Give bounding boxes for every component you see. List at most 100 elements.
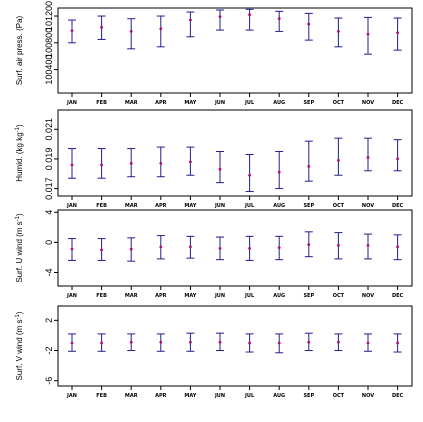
- mean-point: [100, 341, 103, 345]
- error-bar: [186, 235, 195, 259]
- x-tick-label: AUG: [273, 203, 285, 209]
- mean-point: [396, 341, 399, 345]
- error-bar: [275, 235, 284, 261]
- error-bar: [393, 234, 402, 261]
- x-tick-label: MAY: [184, 203, 196, 209]
- panel-3: -4 0 4 Surf. U wind (m s-1) JAN FEB MAR APR MAY J…: [15, 209, 413, 299]
- x-tick-label: JAN: [66, 293, 77, 299]
- plot-frame: [57, 209, 413, 287]
- y-axis-label: Surf. V wind (m s-1): [15, 311, 24, 380]
- error-bar: [393, 139, 402, 172]
- mean-point: [307, 164, 311, 168]
- error-bar: [186, 11, 195, 38]
- x-tick-label: DEC: [392, 203, 404, 209]
- x-tick-label: MAY: [184, 393, 196, 399]
- error-bar: [216, 332, 224, 352]
- x-tick-label: JUN: [214, 393, 225, 399]
- x-tick-label: AUG: [273, 293, 285, 299]
- mean-point: [337, 159, 340, 162]
- x-tick-label: AUG: [273, 100, 285, 106]
- error-bar: [364, 137, 372, 172]
- x-tick-label: NOV: [362, 100, 374, 106]
- error-bar: [186, 146, 195, 176]
- mean-point: [129, 247, 133, 251]
- mean-point: [277, 341, 281, 345]
- mean-point: [248, 13, 252, 17]
- mean-point: [189, 245, 192, 249]
- y-axis-label-part: ): [15, 311, 24, 314]
- x-tick-label: MAY: [184, 293, 196, 299]
- x-tick-label: MAR: [125, 100, 138, 106]
- x-tick-label: JUN: [214, 203, 225, 209]
- error-bar: [334, 232, 343, 260]
- mean-point: [159, 245, 163, 249]
- plot-frame: [57, 109, 413, 197]
- x-tick-label: APR: [155, 100, 167, 106]
- y-axis-label: Humid. (kg kg-1): [15, 124, 24, 182]
- x-tick-label: FEB: [96, 203, 107, 209]
- error-bar: [127, 18, 136, 50]
- y-tick-label: 0: [44, 240, 54, 245]
- error-bar: [304, 12, 313, 41]
- panel-4: -6 -2 2 Surf. V wind (m s-1) JAN FEB MAR APR MAY…: [15, 305, 413, 399]
- error-bar: [68, 333, 76, 352]
- x-tick-label: SEP: [303, 393, 314, 399]
- error-bar: [186, 332, 195, 352]
- error-bar: [393, 333, 402, 353]
- mean-point: [70, 29, 74, 33]
- x-tick-label: APR: [155, 293, 167, 299]
- mean-point: [307, 340, 311, 344]
- mean-point: [129, 161, 133, 165]
- mean-point: [159, 27, 163, 31]
- panel-2: 0.017 0.019 0.021 Humid. (kg kg-1) JAN FEB MAR…: [15, 109, 413, 209]
- mean-point: [70, 341, 74, 345]
- x-tick-label: APR: [155, 393, 167, 399]
- error-bar: [216, 236, 224, 261]
- error-bar: [364, 333, 372, 352]
- x-tick-label: MAR: [125, 393, 138, 399]
- x-tick-label: NOV: [362, 293, 374, 299]
- x-tick-label: NOV: [362, 203, 374, 209]
- error-bar: [156, 333, 165, 352]
- mean-point: [337, 340, 340, 344]
- mean-point: [189, 18, 192, 22]
- mean-point: [218, 340, 222, 344]
- y-axis-label-part: Surf. U wind (m s: [15, 221, 24, 282]
- error-bar: [275, 10, 284, 32]
- x-tick-label: JAN: [66, 203, 77, 209]
- x-tick-label: FEB: [96, 100, 107, 106]
- mean-point: [100, 248, 103, 252]
- error-bar: [245, 235, 254, 261]
- y-axis-label: Surf. air press. (Pa): [15, 15, 24, 85]
- x-tick-label: JAN: [66, 100, 77, 106]
- mean-point: [189, 340, 192, 344]
- y-tick-label: -4: [44, 268, 54, 276]
- error-bar: [245, 333, 254, 353]
- mean-point: [159, 161, 163, 165]
- x-tick-label: MAY: [184, 100, 196, 106]
- y-tick-label: 101200: [44, 1, 54, 31]
- y-axis-label-part: -1: [15, 126, 21, 132]
- mean-point: [248, 341, 252, 345]
- y-tick-label: 0.021: [44, 118, 54, 141]
- mean-point: [129, 30, 133, 33]
- y-axis-label-part: Humid. (kg kg: [15, 132, 24, 181]
- error-bar: [68, 238, 76, 261]
- x-tick-label: JUL: [244, 293, 255, 299]
- x-tick-label: JUL: [244, 100, 255, 106]
- x-tick-label: MAR: [125, 203, 138, 209]
- error-bar: [275, 333, 284, 354]
- mean-point: [100, 26, 103, 29]
- error-bar: [68, 148, 76, 179]
- mean-point: [218, 167, 222, 171]
- mean-point: [337, 30, 340, 33]
- x-tick-label: DEC: [392, 293, 404, 299]
- x-tick-label: SEP: [303, 203, 314, 209]
- mean-point: [366, 243, 370, 247]
- mean-point: [218, 246, 222, 250]
- y-tick-label: 4: [44, 210, 54, 215]
- error-bar: [364, 16, 372, 55]
- y-tick-label: 100400: [44, 55, 54, 85]
